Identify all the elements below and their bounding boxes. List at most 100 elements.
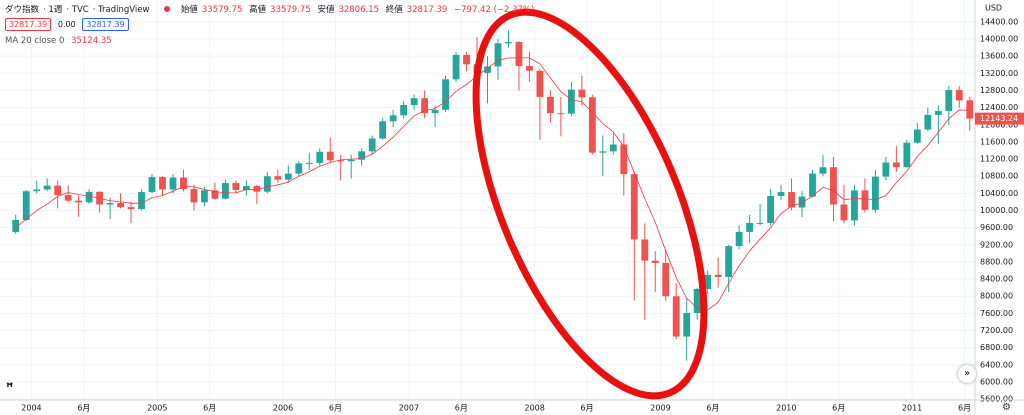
candle-body xyxy=(484,66,491,73)
candle-body xyxy=(410,98,418,106)
y-tick-label: 14000.00 xyxy=(980,35,1018,44)
candle-body xyxy=(609,144,617,152)
x-tick-label: 2008 xyxy=(524,404,544,413)
x-tick-label: 2005 xyxy=(147,404,167,413)
candle-body xyxy=(546,96,554,114)
candle-body xyxy=(12,219,20,232)
candle-body xyxy=(106,203,114,205)
candle-body xyxy=(138,192,145,210)
candle-body xyxy=(819,167,827,174)
candle-body xyxy=(599,151,607,153)
candle-body xyxy=(117,203,124,208)
candle-body xyxy=(945,90,953,112)
candle-body xyxy=(830,167,837,205)
candle-body xyxy=(892,162,900,168)
y-tick-label: 8000.00 xyxy=(980,292,1013,301)
candle-body xyxy=(232,183,240,190)
y-tick-label: 7200.00 xyxy=(980,326,1013,335)
candle-body xyxy=(641,239,649,261)
x-tick-label: 2010 xyxy=(776,404,796,413)
candle-body xyxy=(295,163,303,174)
candle-body xyxy=(358,151,366,160)
source: TradingView xyxy=(98,5,150,15)
candle-body xyxy=(798,196,806,208)
y-tick-label: 8400.00 xyxy=(980,275,1013,284)
candle-body xyxy=(421,98,429,114)
currency-label: USD xyxy=(985,4,1002,13)
candle-body xyxy=(169,177,177,190)
candle-body xyxy=(389,115,397,122)
candle-body xyxy=(85,191,93,203)
candle-body xyxy=(347,159,355,162)
y-tick-label: 13600.00 xyxy=(980,52,1018,61)
x-tick-label: 2004 xyxy=(21,404,41,413)
y-tick-label: 10000.00 xyxy=(980,206,1018,215)
x-tick-label: 6月 xyxy=(203,404,216,413)
candle-body xyxy=(756,222,764,224)
candle-body xyxy=(452,54,460,80)
candle-body xyxy=(620,144,628,175)
candle-body xyxy=(777,192,785,196)
x-tick-label: 6月 xyxy=(329,404,342,413)
candle-body xyxy=(567,89,575,114)
y-tick-label: 7600.00 xyxy=(980,309,1013,318)
sell-box[interactable]: 32817.39 xyxy=(5,18,52,31)
x-tick-label: 6月 xyxy=(706,404,719,413)
candle-body xyxy=(651,260,659,263)
candle-body xyxy=(221,183,229,199)
candle-body xyxy=(725,246,733,277)
candle-body xyxy=(368,138,376,152)
candle-body xyxy=(966,100,974,119)
candle-body xyxy=(693,288,701,313)
candle-body xyxy=(934,111,942,115)
candle-body xyxy=(43,185,51,190)
x-tick-label: 6月 xyxy=(832,404,845,413)
candle-body xyxy=(515,42,523,67)
x-tick-label: 2009 xyxy=(650,404,670,413)
change: −797.42 (−2.37%) xyxy=(454,5,535,15)
scroll-button[interactable]: » xyxy=(958,365,976,383)
candle-body xyxy=(505,42,512,44)
y-tick-label: 10400.00 xyxy=(980,189,1018,198)
candle-body xyxy=(253,186,261,192)
last-price-label: 12143.24 xyxy=(980,114,1018,123)
candle-body xyxy=(714,274,722,277)
candle-body xyxy=(442,79,449,110)
moving-average xyxy=(15,57,970,311)
candle-body xyxy=(284,173,292,180)
y-tick-label: 11600.00 xyxy=(980,137,1018,146)
candle-body xyxy=(746,222,754,232)
candle-body xyxy=(180,177,187,190)
ohlc-value: 33579.75 xyxy=(270,5,311,15)
buy-box[interactable]: 32817.39 xyxy=(82,18,129,31)
candle-body xyxy=(305,162,313,164)
candle-body xyxy=(767,195,774,223)
x-tick-label: 2006 xyxy=(273,404,293,413)
candle-body xyxy=(54,185,62,196)
ohlc-label: 終値 xyxy=(385,5,403,15)
y-tick-label: 8800.00 xyxy=(980,257,1013,266)
candle-body xyxy=(630,174,638,240)
x-tick-label: 6月 xyxy=(581,404,594,413)
candle-body xyxy=(536,70,544,97)
candle-body xyxy=(64,195,72,201)
candle-body xyxy=(557,113,565,115)
candle-body xyxy=(672,296,680,337)
candle-body xyxy=(494,43,502,67)
y-tick-label: 11200.00 xyxy=(980,155,1018,164)
y-tick-label: 6400.00 xyxy=(980,360,1013,369)
x-tick-label: 6月 xyxy=(455,404,468,413)
candle-body xyxy=(882,162,890,177)
settings-button[interactable]: ⚙ xyxy=(1002,402,1011,413)
status-dot xyxy=(164,6,171,12)
quote-row: 32817.39 0.00 32817.39 xyxy=(5,18,133,31)
candle-body xyxy=(274,176,282,180)
ohlc-label: 安値 xyxy=(317,5,335,15)
candle-body xyxy=(578,89,586,98)
ohlc-label: 始値 xyxy=(180,5,198,15)
candle-body xyxy=(190,189,198,203)
candle-body xyxy=(662,262,670,297)
logo: ꟸ xyxy=(6,380,14,394)
y-tick-label: 12800.00 xyxy=(980,86,1018,95)
